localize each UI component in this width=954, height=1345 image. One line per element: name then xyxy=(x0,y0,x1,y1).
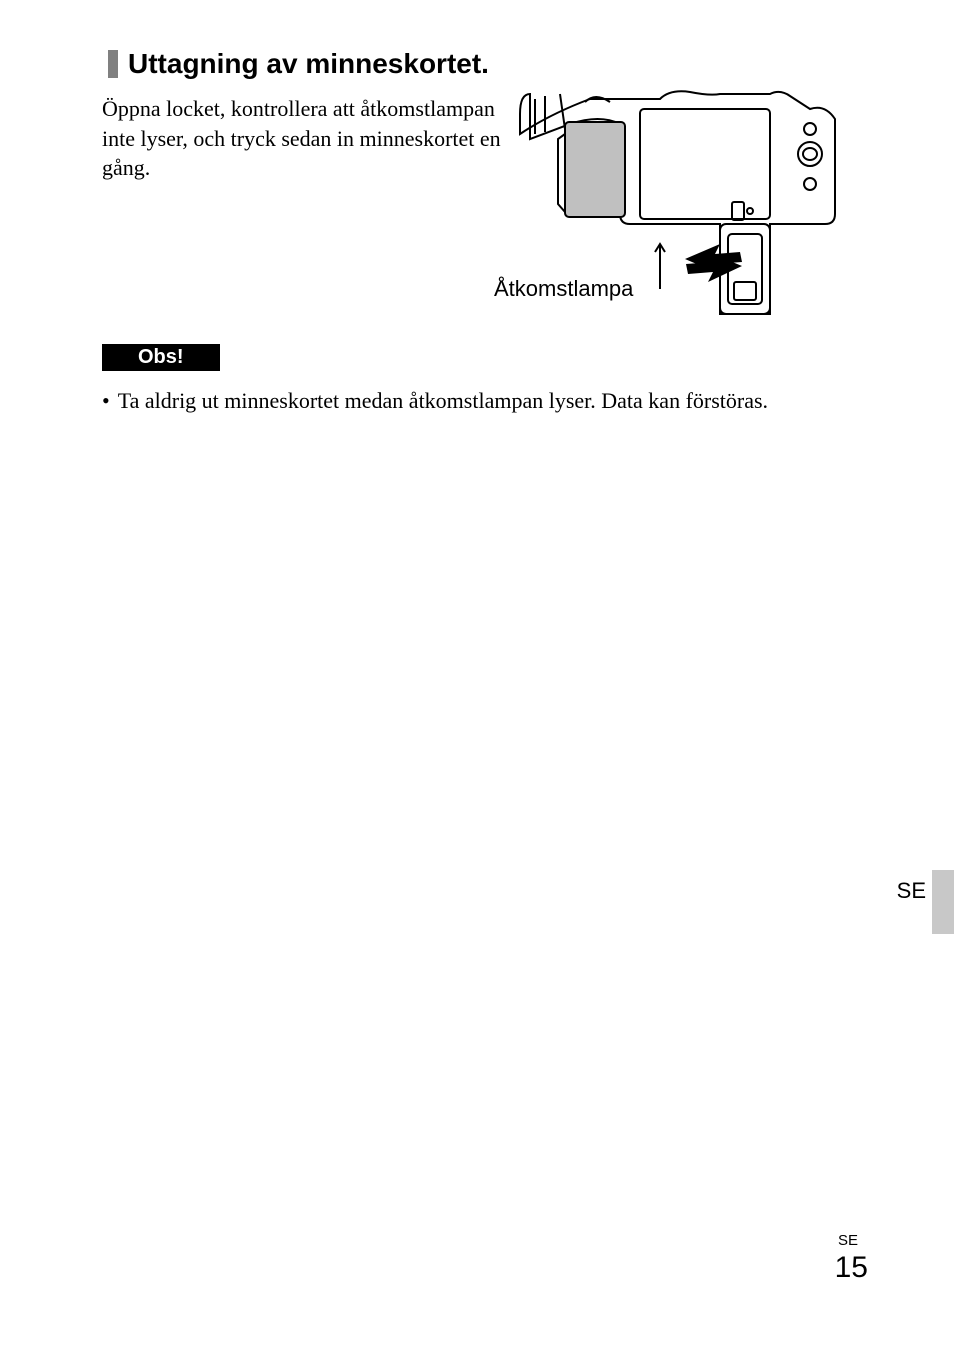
footer-page-number: 15 xyxy=(835,1251,868,1285)
instruction-paragraph: Öppna locket, kontrollera att åtkomstlam… xyxy=(102,94,502,183)
note-bullet-text: Ta aldrig ut minneskortet medan åtkomstl… xyxy=(118,388,768,414)
footer-language: SE xyxy=(838,1232,858,1249)
note-bullet-row: • Ta aldrig ut minneskortet medan åtkoms… xyxy=(102,388,768,414)
section-heading: Uttagning av minneskortet. xyxy=(108,48,489,80)
manual-page: Uttagning av minneskortet. Öppna locket,… xyxy=(0,0,954,1345)
heading-bullet-icon xyxy=(108,50,118,78)
bullet-dot-icon: • xyxy=(102,388,110,414)
illustration-caption: Åtkomstlampa xyxy=(494,276,633,302)
language-tab-label: SE xyxy=(897,878,926,904)
language-tab xyxy=(932,870,954,934)
heading-text: Uttagning av minneskortet. xyxy=(128,48,489,80)
note-badge: Obs! xyxy=(102,344,220,371)
